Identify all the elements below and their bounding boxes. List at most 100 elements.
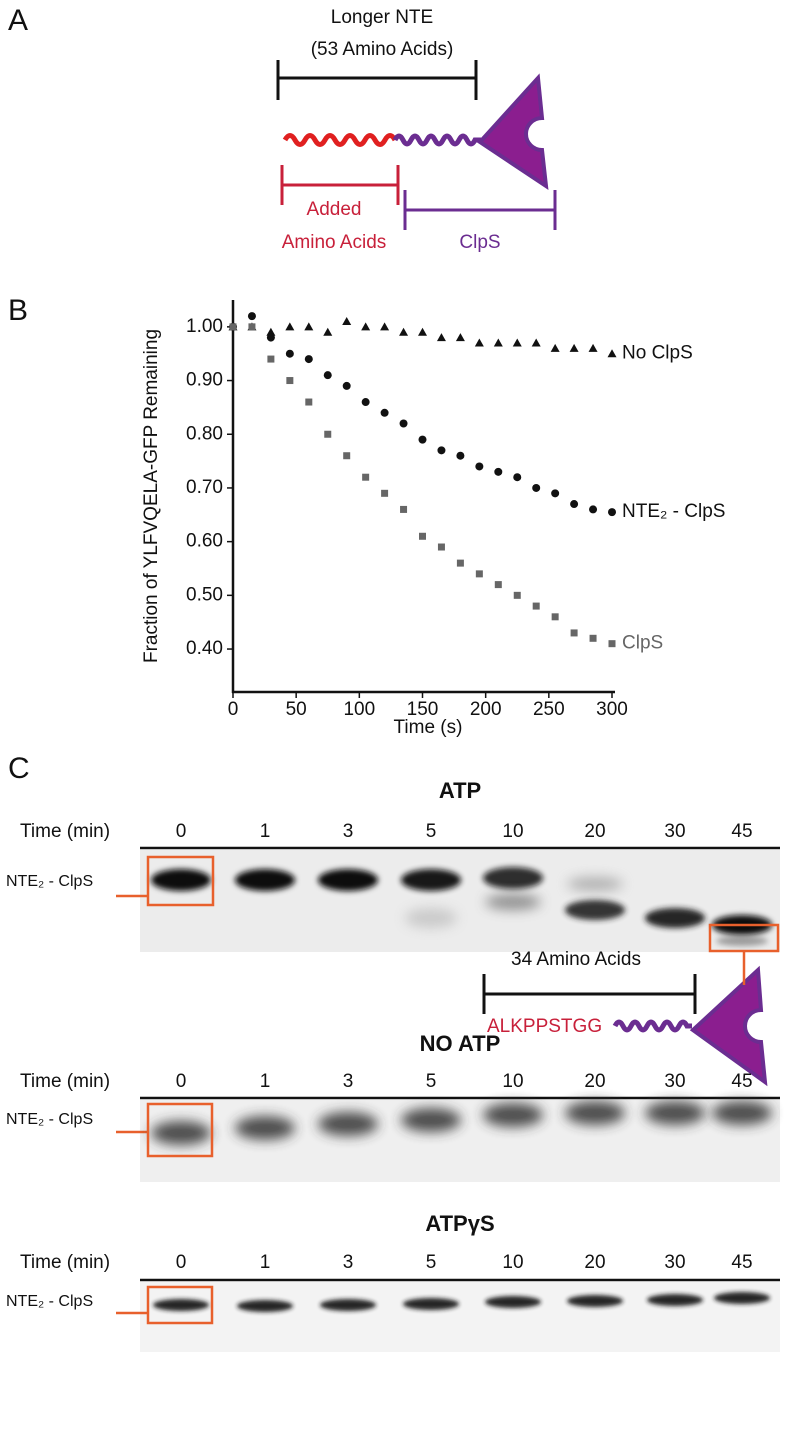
gel-band: [645, 1101, 705, 1125]
bracket-sublabel: (53 Amino Acids): [311, 39, 454, 60]
chart: Time (s) Fraction of YLFVQELA-GFP Remain…: [141, 300, 725, 738]
point: [323, 327, 333, 336]
point: [474, 338, 484, 347]
gel-band: [567, 1295, 623, 1307]
bracket-label: Longer NTE: [331, 7, 433, 28]
x-axis-label: Time (s): [394, 717, 463, 738]
time-label: Time (min): [20, 821, 110, 842]
point: [437, 446, 446, 455]
gel-band: [483, 1103, 543, 1127]
gel-band: [565, 1101, 625, 1125]
lane-label: 45: [731, 821, 752, 842]
lane-label: 3: [343, 821, 354, 842]
point: [570, 629, 578, 637]
point: [381, 489, 389, 497]
added-label: Added: [307, 199, 362, 220]
gel-title: NO ATP: [420, 1031, 501, 1056]
lane-label: 30: [664, 1071, 685, 1092]
x-tick-label: 0: [228, 699, 239, 720]
point: [475, 462, 484, 471]
point: [399, 419, 408, 428]
lane-label: 10: [502, 821, 523, 842]
gel-band: [403, 1298, 459, 1310]
point: [399, 327, 409, 336]
point: [342, 381, 351, 390]
x-tick-label: 150: [407, 699, 439, 720]
band-label: NTE₂ - ClpS: [6, 1111, 93, 1128]
point: [531, 338, 541, 347]
point: [589, 634, 597, 642]
gel-band: [567, 877, 623, 891]
clps-chain: [392, 133, 481, 147]
point: [418, 327, 427, 336]
lane-label: 20: [584, 1252, 605, 1273]
panel-label: B: [8, 294, 28, 327]
added-chain: [282, 133, 398, 147]
lane-label: 1: [260, 821, 271, 842]
lane-label: 0: [176, 1252, 187, 1273]
highlight-box: [146, 1102, 214, 1158]
lane-label: 3: [343, 1252, 354, 1273]
gel-band: [645, 908, 705, 928]
x-tick-label: 50: [286, 699, 307, 720]
gel-band: [716, 936, 768, 946]
time-label: Time (min): [20, 1252, 110, 1273]
gel-band: [712, 1101, 772, 1125]
point: [475, 570, 483, 578]
point: [455, 333, 465, 342]
lane-label: 30: [664, 821, 685, 842]
y-axis-label: Fraction of YLFVQELA-GFP Remaining: [141, 329, 162, 663]
point: [304, 322, 314, 331]
gel-band: [714, 1292, 770, 1304]
point: [362, 473, 370, 481]
gel-band: [485, 894, 541, 910]
y-tick-label: 0.50: [186, 584, 223, 605]
series-label: NTE₂ - ClpS: [622, 501, 725, 522]
point: [607, 349, 617, 358]
y-tick-label: 0.80: [186, 423, 223, 444]
point: [323, 371, 332, 380]
point: [418, 435, 427, 444]
y-tick-label: 0.70: [186, 477, 223, 498]
lane-label: 20: [584, 1071, 605, 1092]
lane-label: 45: [731, 1071, 752, 1092]
point: [493, 338, 503, 347]
gel-band: [153, 1299, 209, 1311]
band-label: NTE₂ - ClpS: [6, 1293, 93, 1310]
point: [342, 316, 352, 325]
gel-title: ATP: [439, 778, 481, 803]
point: [286, 377, 294, 385]
point: [437, 543, 445, 551]
point: [229, 323, 237, 331]
gel-title: ATPγS: [425, 1211, 494, 1236]
gel-band: [235, 869, 295, 891]
gel-band: [565, 900, 625, 920]
point: [419, 532, 426, 540]
point: [266, 327, 276, 336]
point: [380, 322, 390, 331]
point: [494, 467, 503, 476]
gel-band: [401, 1108, 461, 1132]
point: [570, 500, 579, 509]
point: [551, 613, 559, 621]
bracket: [276, 60, 478, 100]
gel-band: [483, 867, 543, 889]
gel: [140, 1282, 780, 1352]
lane-label: 1: [260, 1252, 271, 1273]
gel: [140, 850, 780, 952]
gel-band: [647, 1294, 703, 1306]
x-tick-label: 300: [596, 699, 628, 720]
point: [456, 451, 465, 460]
point: [361, 398, 370, 407]
point: [304, 355, 313, 364]
point: [247, 312, 256, 321]
point: [436, 333, 446, 342]
point: [512, 338, 522, 347]
gel-band: [320, 1299, 376, 1311]
added-bracket: [280, 165, 400, 205]
point: [608, 508, 616, 517]
gel-band: [485, 1296, 541, 1308]
clps-label: ClpS: [459, 232, 500, 253]
